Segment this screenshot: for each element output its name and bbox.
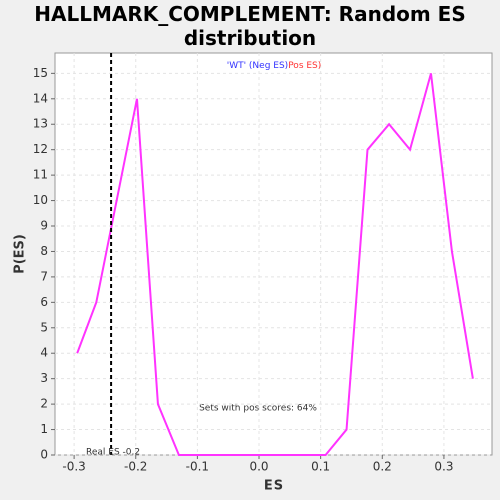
- y-tick-label: 7: [40, 269, 48, 283]
- y-tick-label: 12: [33, 142, 48, 156]
- x-tick-label: -0.2: [124, 460, 147, 474]
- y-axis-label: P(ES): [13, 234, 28, 274]
- legend-pos: Pos ES): [288, 61, 321, 71]
- y-tick-label: 5: [40, 320, 48, 334]
- annotation: Sets with pos scores: 64%: [199, 404, 317, 414]
- real-es-label: Real ES -0.2: [86, 448, 140, 458]
- y-tick-label: 15: [33, 66, 48, 80]
- y-tick-label: 9: [40, 219, 48, 233]
- x-tick-label: 0.3: [434, 460, 453, 474]
- y-tick-label: 2: [40, 397, 48, 411]
- legend-neg: 'WT' (Neg ES): [227, 61, 288, 71]
- x-tick-label: 0.1: [311, 460, 330, 474]
- x-axis-label: ES: [264, 479, 284, 494]
- y-tick-label: 6: [40, 295, 48, 309]
- x-tick-label: 0.2: [373, 460, 392, 474]
- x-tick-label: -0.1: [186, 460, 209, 474]
- y-tick-label: 10: [33, 193, 48, 207]
- chart-title: HALLMARK_COMPLEMENT: Random ES distribut…: [34, 2, 466, 50]
- y-tick-label: 11: [33, 168, 48, 182]
- legend: 'WT' (Neg ES)Pos ES): [227, 61, 322, 71]
- y-tick-label: 1: [40, 422, 48, 436]
- y-tick-label: 3: [40, 371, 48, 385]
- plot-area: [54, 52, 493, 456]
- y-tick-label: 4: [40, 346, 48, 360]
- y-tick-label: 0: [40, 448, 48, 462]
- x-tick-label: 0.0: [249, 460, 268, 474]
- y-tick-label: 8: [40, 244, 48, 258]
- x-tick-label: -0.3: [62, 460, 85, 474]
- y-tick-label: 14: [33, 91, 48, 105]
- series-line: [76, 73, 474, 456]
- y-tick-label: 13: [33, 117, 48, 131]
